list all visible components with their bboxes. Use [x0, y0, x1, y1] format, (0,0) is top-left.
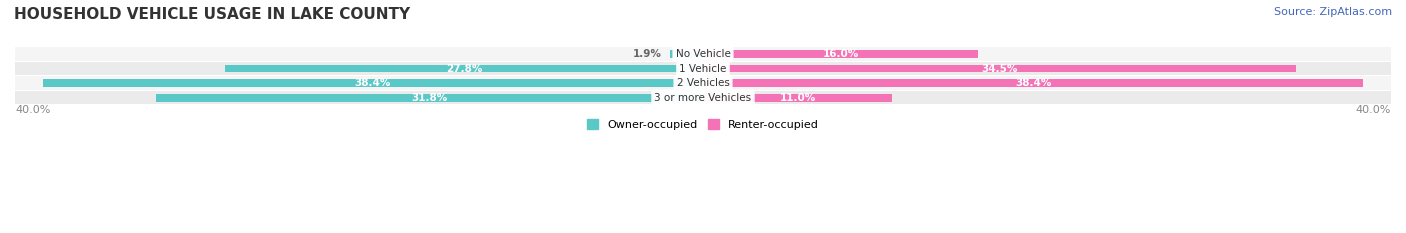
Text: 27.8%: 27.8%: [446, 64, 482, 73]
Bar: [15, 62, 1391, 75]
Bar: [703, 93, 893, 102]
Bar: [703, 50, 979, 58]
Text: 38.4%: 38.4%: [1015, 78, 1052, 88]
Bar: [15, 76, 1391, 90]
Bar: [15, 91, 1391, 104]
Text: 1 Vehicle: 1 Vehicle: [679, 64, 727, 73]
Text: 40.0%: 40.0%: [15, 105, 51, 115]
Text: 16.0%: 16.0%: [823, 49, 859, 59]
Text: 40.0%: 40.0%: [1355, 105, 1391, 115]
Text: 2 Vehicles: 2 Vehicles: [676, 78, 730, 88]
Bar: [15, 47, 1391, 61]
Bar: [671, 50, 703, 58]
Text: 38.4%: 38.4%: [354, 78, 391, 88]
Text: 34.5%: 34.5%: [981, 64, 1018, 73]
Text: No Vehicle: No Vehicle: [675, 49, 731, 59]
Text: Source: ZipAtlas.com: Source: ZipAtlas.com: [1274, 7, 1392, 17]
Legend: Owner-occupied, Renter-occupied: Owner-occupied, Renter-occupied: [582, 115, 824, 134]
Bar: [156, 93, 703, 102]
Text: 31.8%: 31.8%: [412, 93, 447, 103]
Bar: [703, 65, 1296, 72]
Text: 1.9%: 1.9%: [633, 49, 662, 59]
Bar: [42, 79, 703, 87]
Text: 11.0%: 11.0%: [779, 93, 815, 103]
Text: 3 or more Vehicles: 3 or more Vehicles: [654, 93, 752, 103]
Text: HOUSEHOLD VEHICLE USAGE IN LAKE COUNTY: HOUSEHOLD VEHICLE USAGE IN LAKE COUNTY: [14, 7, 411, 22]
Bar: [703, 79, 1364, 87]
Bar: [225, 65, 703, 72]
